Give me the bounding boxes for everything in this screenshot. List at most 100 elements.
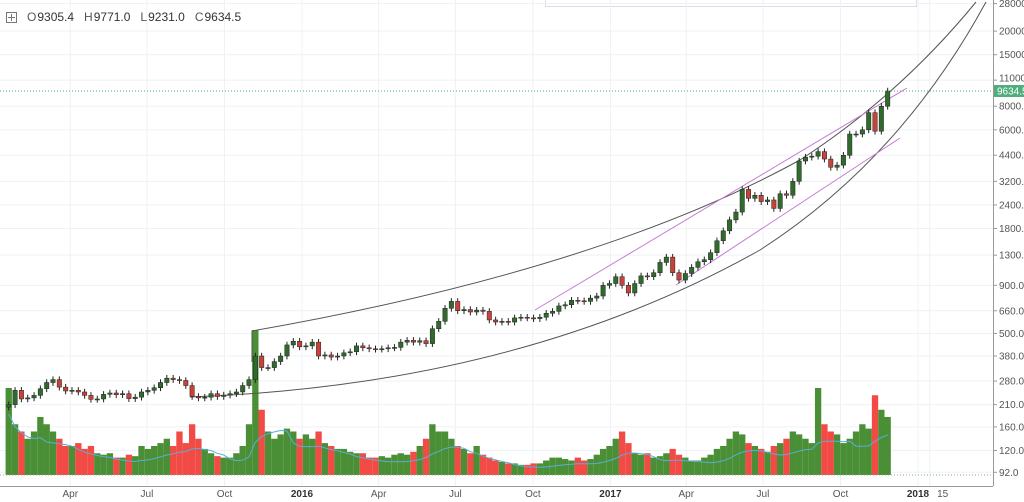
- candle: [853, 133, 859, 136]
- volume-bar: [416, 446, 423, 475]
- candle: [581, 300, 587, 303]
- volume-bar: [574, 457, 581, 475]
- volume-bar: [821, 424, 828, 475]
- expand-icon[interactable]: [6, 11, 17, 23]
- candle: [537, 316, 543, 319]
- candle: [56, 379, 62, 388]
- volume-bar: [252, 330, 259, 475]
- ohlc-close: C9634.5: [194, 10, 242, 24]
- candle: [474, 309, 480, 313]
- candle: [202, 396, 208, 399]
- volume-bar: [473, 446, 480, 475]
- candle: [101, 394, 107, 400]
- volume-bar: [675, 454, 683, 475]
- candle: [859, 129, 865, 135]
- volume-bar: [366, 457, 373, 475]
- candle: [512, 317, 518, 323]
- volume-bar: [656, 456, 664, 475]
- y-tick-label: 4400.0: [999, 151, 1024, 162]
- candle: [120, 393, 126, 395]
- volume-bar: [188, 424, 196, 475]
- volume-bar: [106, 453, 114, 475]
- volume-bar: [587, 459, 594, 475]
- candle: [417, 340, 423, 343]
- candle: [790, 181, 796, 196]
- candle: [385, 347, 391, 350]
- y-tick-label: 11000: [999, 74, 1024, 85]
- candle: [63, 386, 69, 392]
- volume-bar: [871, 395, 879, 475]
- y-tick-label: 1800.0: [999, 224, 1024, 235]
- candle: [727, 219, 733, 232]
- y-tick-label: 3200.0: [999, 177, 1024, 188]
- candle: [183, 380, 189, 386]
- candle: [758, 195, 764, 202]
- volume-bar: [827, 431, 834, 475]
- candle: [240, 385, 246, 393]
- lower-curve[interactable]: [189, 1, 987, 398]
- volume-bar: [682, 457, 689, 475]
- price-axis[interactable]: 28000 20000 15000 11000 8000.0 6000.0 4400.0 32…: [993, 0, 1024, 479]
- volume-bar: [94, 453, 101, 475]
- candle: [233, 391, 239, 394]
- candle: [366, 347, 372, 350]
- candle: [802, 156, 808, 162]
- volume-bar: [353, 453, 360, 475]
- volume-bar: [492, 460, 499, 475]
- volume-bar: [568, 460, 575, 475]
- volume-bar: [5, 388, 12, 475]
- candle: [493, 319, 499, 323]
- candle: [689, 267, 695, 274]
- candle: [18, 390, 24, 400]
- candle: [840, 154, 846, 166]
- x-tick-label: Oct: [525, 489, 541, 500]
- upper-curve[interactable]: [251, 1, 977, 362]
- candle: [252, 355, 258, 380]
- candle: [606, 283, 612, 286]
- candle: [524, 316, 530, 319]
- candle: [834, 164, 840, 168]
- volume-bar: [201, 448, 208, 475]
- volume-bar: [233, 453, 240, 475]
- candle: [878, 105, 884, 132]
- trend-drawings[interactable]: [189, 1, 987, 398]
- volume-bar: [802, 438, 809, 475]
- volume-bar: [157, 443, 164, 475]
- candle: [499, 321, 505, 323]
- candle: [69, 390, 75, 392]
- candle: [297, 340, 303, 348]
- candle: [670, 256, 676, 273]
- candle: [708, 252, 714, 260]
- volume-bar: [328, 446, 335, 475]
- candle: [531, 317, 537, 320]
- volume-bar: [479, 454, 487, 475]
- candle: [126, 393, 132, 399]
- volume-bar: [429, 424, 436, 475]
- candle: [398, 341, 404, 348]
- candles: [6, 87, 891, 411]
- volume-bar: [119, 457, 126, 475]
- candle: [44, 382, 50, 389]
- candle: [784, 193, 789, 196]
- x-tick-label: 2018: [907, 489, 930, 500]
- time-axis[interactable]: Apr Jul Oct 2016 Apr Jul Oct 2017 Apr Jul Oct 2018 1…: [62, 489, 948, 500]
- volume-bar: [391, 454, 398, 475]
- volume-bar: [113, 457, 120, 475]
- channel-upper-line[interactable]: [534, 87, 908, 311]
- volume-bar: [403, 454, 411, 475]
- candle: [12, 390, 18, 405]
- volume-bar: [739, 434, 746, 475]
- volume-bar: [309, 438, 316, 475]
- channel-lower-line[interactable]: [675, 137, 901, 286]
- candle: [94, 398, 100, 401]
- candle: [316, 341, 322, 357]
- y-tick-label: 1300.0: [999, 251, 1024, 262]
- volume-bar: [498, 461, 506, 475]
- candle: [518, 316, 524, 319]
- volume-bar: [182, 443, 189, 475]
- volume-bar: [321, 443, 329, 475]
- y-tick-label: 900.0: [999, 281, 1024, 292]
- candle: [322, 354, 328, 357]
- candle: [569, 300, 574, 306]
